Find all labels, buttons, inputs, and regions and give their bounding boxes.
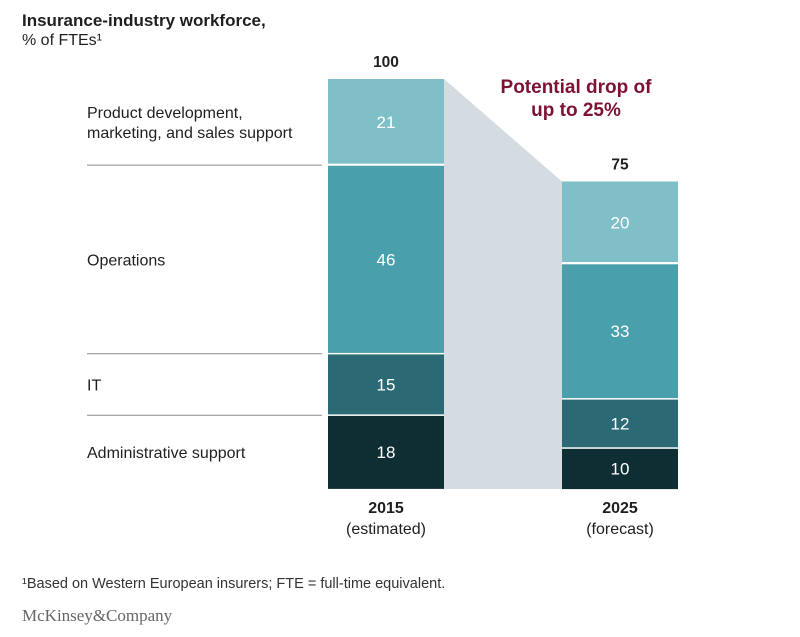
callout-line-1: Potential drop of <box>500 77 652 98</box>
bar-segment-2025-0 <box>562 448 678 490</box>
series-label-line-1-0: IT <box>87 377 101 394</box>
bar-segment-2025-1 <box>562 399 678 448</box>
callout-line-2: up to 25% <box>531 100 621 121</box>
series-label-3: Product development, marketing, and sales… <box>87 105 293 142</box>
data-label-2015-2: 46 <box>377 250 396 269</box>
series-label-0: Administrative support <box>87 445 246 462</box>
footnote: ¹Based on Western European insurers; FTE… <box>22 576 446 592</box>
x-tick-year-2015: 2015 <box>368 500 404 517</box>
bar-segment-2015-0 <box>328 415 444 489</box>
x-tick-note-2025: (forecast) <box>586 521 654 538</box>
data-label-2025-0: 10 <box>611 460 630 479</box>
data-label-2015-1: 15 <box>377 375 396 394</box>
data-label-2025-1: 12 <box>611 414 630 433</box>
drop-connector-band <box>444 79 562 489</box>
brand-logo: McKinsey&Company <box>22 606 173 625</box>
series-label-1: IT <box>87 377 101 394</box>
data-label-2015-0: 18 <box>377 443 396 462</box>
series-label-line-0-0: Administrative support <box>87 445 246 462</box>
bar-segment-2015-3 <box>328 79 444 164</box>
series-label-line-3-0: Product development, <box>87 105 243 122</box>
bar-segment-2025-3 <box>562 181 678 262</box>
chart-title: Insurance-industry workforce, <box>22 11 266 30</box>
series-label-line-3-1: marketing, and sales support <box>87 125 293 142</box>
bar-segment-2015-1 <box>328 354 444 415</box>
series-label-line-2-0: Operations <box>87 252 165 269</box>
data-label-2025-2: 33 <box>611 322 630 341</box>
bar-segment-2025-2 <box>562 264 678 399</box>
data-label-2015-3: 21 <box>377 113 396 132</box>
chart-subtitle: % of FTEs¹ <box>22 32 103 49</box>
potential-drop-callout: Potential drop of up to 25% <box>470 76 682 122</box>
total-label-2025: 75 <box>611 157 629 174</box>
series-label-2: Operations <box>87 252 165 269</box>
x-tick-note-2015: (estimated) <box>346 521 426 538</box>
x-tick-year-2025: 2025 <box>602 500 638 517</box>
data-label-2025-3: 20 <box>611 214 630 233</box>
total-label-2015: 100 <box>373 54 399 71</box>
bar-segment-2015-2 <box>328 165 444 353</box>
